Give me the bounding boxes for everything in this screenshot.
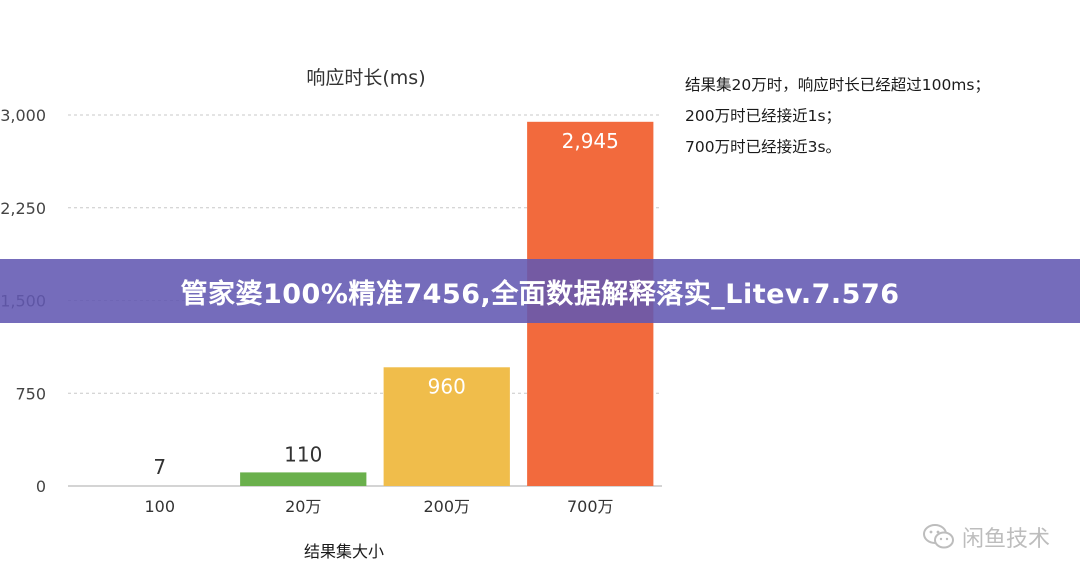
bar [240,472,367,486]
y-tick-label: 0 [36,477,46,496]
y-tick-label: 2,250 [0,199,46,218]
watermark-text: 闲鱼技术 [961,527,1050,552]
x-tick-label: 20万 [285,497,321,516]
wechat-icon [922,524,954,549]
note-line: 700万时已经接近3s。 [685,138,842,156]
x-tick-label: 700万 [567,497,614,516]
headline-banner[interactable]: 管家婆100%精准7456,全面数据解释落实_Litev.7.576 [0,259,1080,323]
data-label: 7 [153,455,166,479]
note-line: 结果集20万时，响应时长已经超过100ms； [685,76,990,94]
data-label: 2,945 [562,129,619,153]
annotation-notes: 结果集20万时，响应时长已经超过100ms； 200万时已经接近1s； 700万… [685,70,1065,163]
chart-title: 响应时长(ms) [306,67,425,89]
x-tick-label: 100 [144,497,175,516]
x-axis-title: 结果集大小 [304,542,384,561]
x-tick-label: 200万 [423,497,470,516]
banner-text: 管家婆100%精准7456,全面数据解释落实_Litev.7.576 [180,278,900,310]
data-label: 960 [428,374,466,398]
y-tick-label: 750 [15,384,46,403]
bar [383,367,510,486]
data-label: 110 [284,442,322,466]
note-line: 200万时已经接近1s； [685,107,842,125]
y-tick-label: 3,000 [0,106,46,125]
watermark: 闲鱼技术 [922,521,1050,553]
